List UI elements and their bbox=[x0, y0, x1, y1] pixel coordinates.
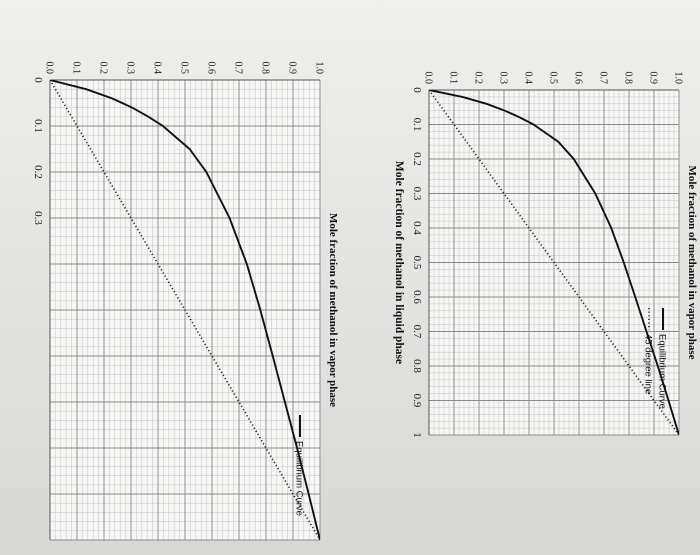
y-tick-label: 0.8 bbox=[623, 72, 634, 85]
y-axis-title: Mole fraction of methanol in vapor phase bbox=[686, 165, 698, 359]
y-tick-label: 0.3 bbox=[498, 72, 509, 85]
y-tick-label: 0.1 bbox=[71, 62, 82, 75]
series-line-45-degree bbox=[50, 80, 320, 540]
x-tick-label: 1 bbox=[411, 432, 423, 438]
y-tick-label: 0.4 bbox=[523, 72, 534, 85]
major-grid bbox=[49, 79, 321, 541]
x-tick-label: 0 bbox=[32, 77, 44, 83]
x-axis-title: Mole fraction of methanol in liquid phas… bbox=[393, 161, 405, 364]
y-tick-label: 0.4 bbox=[152, 62, 163, 75]
y-tick-label: 0.5 bbox=[548, 72, 559, 85]
y-tick-label: 0.7 bbox=[598, 72, 609, 85]
y-tick-label: 0.6 bbox=[206, 62, 217, 75]
y-tick-label: 0.3 bbox=[125, 62, 136, 75]
y-tick-label: 0.9 bbox=[648, 72, 659, 85]
x-tick-label: 0.1 bbox=[32, 119, 44, 133]
series-line-equilibrium bbox=[50, 80, 320, 540]
y-tick-label: 0.0 bbox=[44, 62, 55, 75]
x-tick-label: 0.2 bbox=[32, 165, 44, 179]
x-tick-label: 0.5 bbox=[411, 256, 423, 270]
legend: Equilibrium Curve bbox=[294, 415, 305, 516]
y-tick-label: 0.5 bbox=[179, 62, 190, 75]
x-tick-label: 0.9 bbox=[411, 394, 423, 408]
y-tick-label: 1.0 bbox=[314, 62, 325, 75]
y-tick-label: 0.6 bbox=[573, 72, 584, 85]
legend-entry-label: Equilibrium Curve bbox=[657, 334, 668, 409]
legend-entry-label: 45 degree line bbox=[643, 334, 654, 394]
y-axis-title: Mole fraction of methanol in vapor phase bbox=[327, 213, 339, 407]
chart-right-sheet: 0.0 0.1 0.2 0.3 0.4 0.5 0.6 0.7 0.8 0.9 1.0 0 0.1 0.2… bbox=[385, 50, 700, 450]
chart-left-sheet: 0.0 0.1 0.2 0.3 0.4 0.5 0.6 0.7 0.8 0.9 1.0 0 0.1 0.2… bbox=[10, 35, 350, 555]
legend-entry-label: Equilibrium Curve bbox=[294, 441, 305, 516]
y-tick-label: 0.2 bbox=[473, 72, 484, 85]
x-tick-label: 0.8 bbox=[411, 359, 423, 373]
series-line-45-degree bbox=[429, 90, 679, 435]
chart-right: 0.0 0.1 0.2 0.3 0.4 0.5 0.6 0.7 0.8 0.9 1.0 0 0.1 0.2… bbox=[393, 72, 698, 438]
x-tick-label: 0.6 bbox=[411, 290, 423, 304]
x-tick-label: 0.2 bbox=[411, 152, 423, 166]
x-tick-label: 0.3 bbox=[32, 211, 44, 225]
series-line-equilibrium bbox=[429, 90, 679, 435]
y-tick-label: 0.9 bbox=[287, 62, 298, 75]
chart-left: 0.0 0.1 0.2 0.3 0.4 0.5 0.6 0.7 0.8 0.9 1.0 0 0.1 0.2… bbox=[32, 62, 339, 541]
x-tick-label: 0.7 bbox=[411, 325, 423, 339]
y-tick-label: 1.0 bbox=[673, 72, 684, 85]
x-tick-label: 0.1 bbox=[411, 118, 423, 132]
y-tick-label: 0.7 bbox=[233, 62, 244, 75]
y-tick-label: 0.2 bbox=[98, 62, 109, 75]
y-tick-label: 0.1 bbox=[448, 72, 459, 85]
x-tick-label: 0.4 bbox=[411, 221, 423, 235]
x-tick-label: 0.3 bbox=[411, 187, 423, 201]
x-tick-label: 0 bbox=[411, 87, 423, 93]
y-tick-label: 0.8 bbox=[260, 62, 271, 75]
y-tick-label: 0.0 bbox=[423, 72, 434, 85]
